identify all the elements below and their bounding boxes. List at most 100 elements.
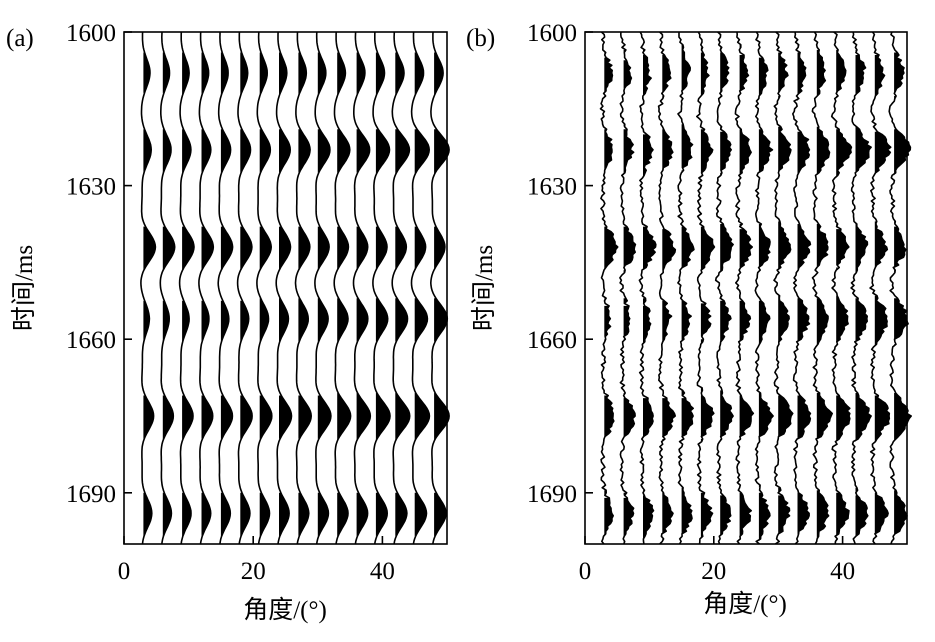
panel-b-trace-fill (758, 129, 773, 173)
panel-b-trace (657, 31, 677, 545)
panel-b-trace-fill (662, 129, 673, 171)
panel-b-y-axis-title: 时间/ms (470, 245, 498, 331)
panel-b-x-ticks: 0 20 40 (579, 536, 855, 585)
panel-b-trace (888, 31, 912, 545)
panel-a-x-ticks: 0 20 40 (118, 536, 395, 585)
panel-a-trace-fill (240, 129, 251, 173)
panel-a-trace-fill (259, 129, 271, 173)
panel-b-trace (599, 31, 619, 545)
panel-a-trace-fill (375, 298, 388, 342)
panel-a-trace-fill (375, 226, 387, 271)
panel-a-trace (198, 31, 215, 545)
panel-b-trace-fill (604, 305, 611, 337)
panel-b-trace (773, 31, 794, 545)
panel-b-trace-fill (797, 395, 811, 439)
panel-b-trace-fill (855, 224, 868, 273)
panel-a-trace-fill (162, 52, 170, 94)
panel-a-trace-fill (259, 52, 268, 96)
panel-a-trace-fill (337, 226, 349, 271)
panel-a-trace (333, 31, 352, 545)
panel-a-trace-fill (395, 298, 408, 342)
panel-b-trace-fill (643, 305, 651, 345)
panel-a-trace-fill (337, 52, 346, 96)
panel-b-trace-fill (816, 298, 828, 347)
panel-a-trace-fill (240, 300, 249, 342)
panel-a-trace-fill (182, 129, 191, 173)
panel-a-trace-fill (375, 393, 390, 442)
panel-a-trace-fill (434, 393, 450, 442)
panel-b-trace-fill (758, 57, 768, 96)
panel-b-trace (696, 31, 716, 545)
panel-a-trace-fill (298, 52, 307, 96)
panel-b-trace-fill (681, 124, 693, 168)
panel-a-trace (256, 31, 273, 545)
panel-a-x-tick-label: 0 (118, 558, 131, 585)
panel-b-trace-fill (700, 129, 713, 173)
panel-a-trace-fill (375, 52, 385, 96)
panel-a-y-tick-label: 1630 (66, 174, 116, 201)
panel-b-trace-fill (855, 298, 868, 342)
panel-a-traces (140, 31, 450, 545)
panel-a: (a) 时间/ms 角度/(°) 0 20 40 1600 1630 1660 1690 (6, 20, 450, 624)
panel-b-trace-fill (758, 393, 774, 437)
panel-a-trace-fill (220, 129, 231, 173)
panel-a-trace (391, 31, 411, 545)
panel-b-trace-fill (778, 495, 790, 534)
panel-b-trace-fill (700, 226, 715, 271)
panel-b-trace (850, 31, 872, 545)
panel-a-trace-fill (356, 298, 368, 342)
panel-b-y-tick-label: 1600 (527, 20, 577, 47)
panel-a-trace-fill (395, 492, 407, 537)
panel-a-trace-fill (259, 492, 270, 537)
panel-b-trace-fill (720, 300, 731, 342)
panel-a-trace-fill (279, 226, 291, 271)
panel-b-trace-fill (894, 298, 909, 340)
panel-b-trace-fill (874, 55, 885, 96)
panel-b-x-tick-label: 40 (830, 558, 855, 585)
panel-a-trace-fill (317, 129, 330, 173)
panel-b-trace-fill (874, 221, 888, 268)
panel-b-trace-fill (797, 52, 806, 96)
panel-a-trace-fill (414, 52, 424, 96)
panel-b-trace-fill (720, 390, 734, 437)
panel-a-trace-fill (182, 226, 194, 271)
panel-b-trace-fill (681, 487, 692, 534)
panel-b-y-tick-label: 1690 (527, 481, 577, 508)
panel-a-trace (314, 31, 332, 545)
panel-b-trace-fill (662, 398, 676, 437)
panel-b-traces (599, 31, 912, 545)
panel-b-trace-fill (681, 226, 694, 268)
panel-a-trace-fill (143, 52, 150, 94)
panel-a-trace (236, 31, 253, 545)
panel-a-trace-fill (220, 226, 233, 271)
panel-a-trace-fill (162, 226, 175, 271)
panel-b-trace-fill (836, 295, 849, 342)
panel-a-trace-fill (201, 226, 214, 271)
panel-a-trace-fill (414, 393, 430, 442)
panel-b-trace-fill (700, 492, 713, 539)
panel-b-trace-fill (874, 131, 891, 173)
panel-a-trace-fill (434, 52, 444, 96)
panel-a-y-ticks: 1600 1630 1660 1690 (66, 20, 132, 508)
panel-b-trace-fill (816, 126, 830, 176)
panel-a-trace-fill (434, 226, 445, 271)
panel-b-trace (792, 31, 812, 545)
panel-a-trace-fill (259, 226, 272, 271)
panel-a-x-tick-label: 40 (370, 558, 395, 585)
panel-b-trace-fill (797, 492, 810, 537)
panel-b-trace-fill (874, 295, 888, 347)
panel-b-trace-fill (816, 224, 828, 268)
panel-a-trace-fill (434, 492, 447, 537)
panel-b-trace-fill (643, 495, 654, 539)
panel-b-trace-fill (778, 395, 793, 437)
panel-a-trace-fill (414, 226, 426, 271)
panel-b-trace-fill (739, 300, 751, 342)
panel-a-trace-fill (220, 395, 233, 439)
panel-b-trace-fill (836, 229, 849, 265)
panel-b: (b) 时间/ms 角度/(°) 0 20 40 1600 1630 1660 1690 (466, 20, 912, 618)
panel-a-trace (178, 31, 195, 545)
panel-b-trace-fill (778, 52, 788, 94)
panel-a-trace-fill (279, 52, 287, 96)
panel-a-x-axis-title: 角度/(°) (243, 596, 327, 624)
panel-b-y-ticks: 1600 1630 1660 1690 (527, 20, 593, 508)
